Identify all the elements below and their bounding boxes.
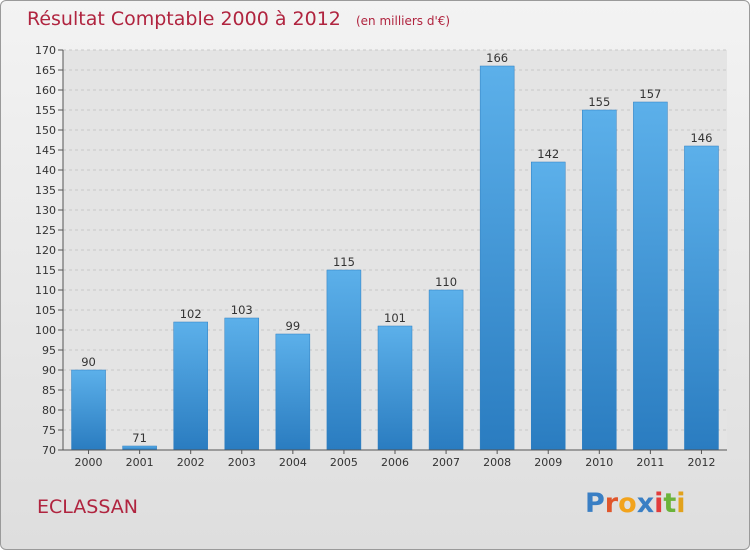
y-tick-label: 80 — [42, 404, 56, 417]
bars: 90 71 102 103 99 115 101 110 166 142 155 157 146 — [71, 51, 719, 451]
x-tick-label: 2001 — [126, 456, 154, 469]
bar-value-label: 155 — [588, 95, 610, 109]
y-tick-label: 140 — [35, 164, 56, 177]
bar-2004 — [275, 333, 311, 451]
logo-letter: P — [585, 488, 605, 519]
commune-name: ECLASSAN — [37, 496, 138, 518]
logo-letter: i — [676, 488, 686, 519]
bar-value-label: 110 — [435, 275, 457, 289]
bar-2002 — [173, 321, 208, 451]
x-tick-label: 2012 — [687, 456, 715, 469]
x-tick-label: 2010 — [585, 456, 613, 469]
x-tick-label: 2000 — [75, 456, 103, 469]
y-tick-label: 70 — [42, 444, 56, 457]
y-tick-label: 145 — [35, 144, 56, 157]
y-tick-label: 120 — [35, 244, 56, 257]
bar-2003 — [224, 317, 260, 451]
bar-value-label: 115 — [333, 255, 355, 269]
bar-2007 — [428, 289, 464, 451]
bar-value-label: 103 — [231, 303, 253, 317]
proxiti-logo: Proxiti — [585, 488, 686, 519]
bar-value-label: 142 — [537, 147, 559, 161]
y-tick-label: 90 — [42, 364, 56, 377]
bar-value-label: 102 — [180, 307, 202, 321]
y-tick-label: 75 — [42, 424, 56, 437]
y-tick-label: 115 — [35, 264, 56, 277]
logo-letter: t — [663, 488, 677, 519]
y-tick-label: 125 — [35, 224, 56, 237]
bar-2011 — [633, 101, 668, 451]
x-tick-label: 2007 — [432, 456, 460, 469]
logo-letter: i — [654, 488, 664, 519]
logo-letter: o — [618, 488, 637, 519]
x-tick-label: 2004 — [279, 456, 307, 469]
x-tick-label: 2003 — [228, 456, 256, 469]
bar-value-label: 90 — [81, 355, 96, 369]
x-tick-label: 2011 — [636, 456, 664, 469]
bar-value-label: 146 — [690, 131, 712, 145]
x-tick-label: 2002 — [177, 456, 205, 469]
y-tick-label: 95 — [42, 344, 56, 357]
y-tick-label: 100 — [35, 324, 56, 337]
bar-2010 — [582, 109, 617, 451]
bar-2006 — [377, 325, 413, 451]
bar-2012 — [684, 145, 719, 451]
logo-letter: x — [636, 488, 655, 519]
y-tick-label: 155 — [35, 104, 56, 117]
y-tick-label: 165 — [35, 64, 56, 77]
x-tick-label: 2009 — [534, 456, 562, 469]
bar-value-label: 101 — [384, 311, 406, 325]
chart-subtitle: (en milliers d'€) — [355, 14, 451, 28]
x-axis-ticks: 2000 2001 2002 2003 2004 2005 2006 2007 2008 2009… — [63, 449, 727, 469]
x-tick-label: 2008 — [483, 456, 511, 469]
y-tick-label: 130 — [35, 204, 56, 217]
y-tick-label: 85 — [42, 384, 56, 397]
bar-value-label: 166 — [486, 51, 508, 65]
y-tick-label: 170 — [35, 44, 56, 57]
bar-2000 — [71, 369, 106, 451]
x-tick-label: 2006 — [381, 456, 409, 469]
bar-value-label: 99 — [286, 319, 301, 333]
bar-2008 — [479, 65, 515, 451]
y-tick-label: 150 — [35, 124, 56, 137]
bar-2001 — [122, 445, 157, 451]
bar-2005 — [326, 269, 362, 451]
y-tick-label: 110 — [35, 284, 56, 297]
logo-letter: r — [604, 488, 619, 519]
bar-value-label: 71 — [132, 431, 147, 445]
y-axis-ticks: 70 75 80 85 90 95 100 105 110 115 120 125 130 135 140 1… — [35, 44, 64, 457]
x-tick-label: 2005 — [330, 456, 358, 469]
chart-title: Résultat Comptable 2000 à 2012 — [27, 8, 341, 30]
y-tick-label: 135 — [35, 184, 56, 197]
y-tick-label: 105 — [35, 304, 56, 317]
bar-value-label: 157 — [639, 87, 661, 101]
bar-2009 — [530, 161, 566, 451]
title-block: Résultat Comptable 2000 à 2012 (en milli… — [27, 8, 450, 30]
y-tick-label: 160 — [35, 84, 56, 97]
